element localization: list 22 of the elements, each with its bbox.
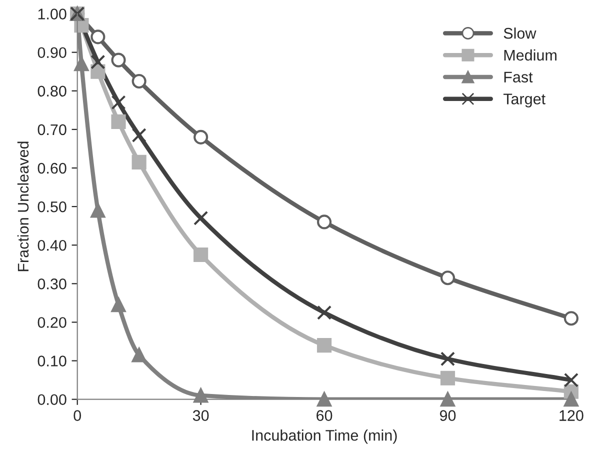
y-tick-label: 0.10 <box>38 356 66 366</box>
y-axis-title: Fraction Uncleaved <box>17 142 29 272</box>
legend-label: Slow <box>504 28 536 39</box>
legend-label: Target <box>503 94 546 108</box>
y-tick-label: 0.00 <box>38 394 66 406</box>
x-tick-label: 0 <box>74 410 81 421</box>
y-tick-label: 1.00 <box>38 8 66 20</box>
y-tick-label: 0.50 <box>38 201 66 212</box>
x-tick-label: 120 <box>560 410 584 421</box>
x-tick-label: 60 <box>316 410 332 421</box>
y-tick-label: 0.70 <box>38 124 66 136</box>
x-tick-label: 30 <box>192 410 209 421</box>
y-tick-label: 0.20 <box>38 317 66 328</box>
y-tick-label: 0.40 <box>38 240 66 251</box>
y-tick-label: 0.60 <box>38 162 66 174</box>
legend-label: Fast <box>504 72 533 83</box>
x-axis-title: Incubation Time (min) <box>252 430 397 444</box>
legend-label: Medium <box>504 49 556 61</box>
y-tick-label: 0.90 <box>38 47 66 58</box>
x-tick-label: 90 <box>440 410 456 421</box>
y-tick-label: 0.30 <box>38 278 66 290</box>
y-tick-label: 0.80 <box>38 86 66 97</box>
